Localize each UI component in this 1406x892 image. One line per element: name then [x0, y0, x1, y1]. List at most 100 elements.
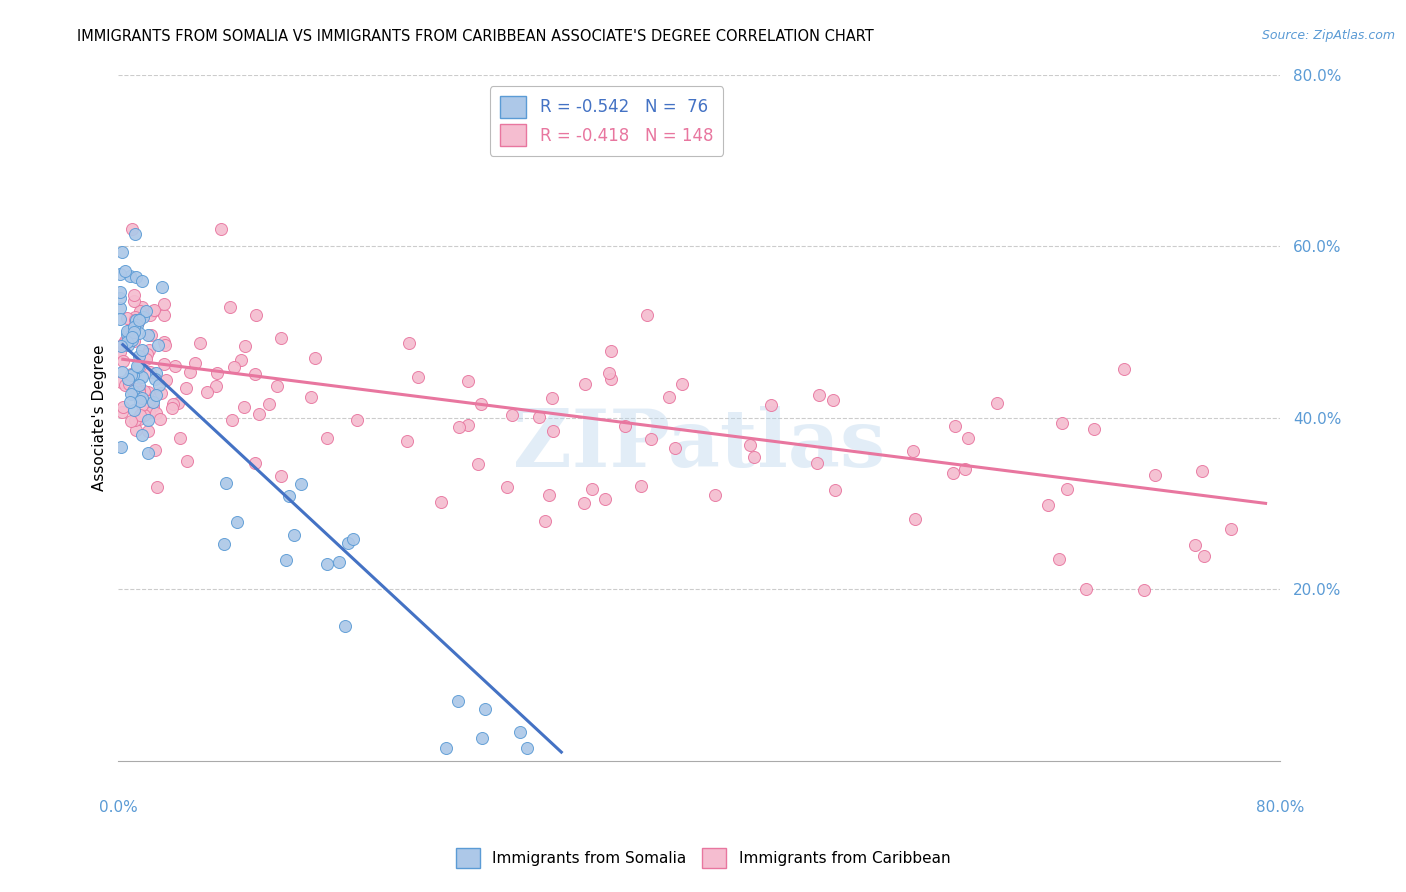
Point: [290, 477, 312, 491]
Point: [120, 368, 142, 382]
Point: [176, 453, 198, 467]
Point: [457, 418, 479, 433]
Point: [467, 457, 489, 471]
Y-axis label: Associate's Degree: Associate's Degree: [93, 344, 107, 491]
Point: [824, 483, 846, 498]
Point: [131, 370, 153, 384]
Point: [135, 303, 157, 318]
Point: [110, 339, 132, 353]
Point: [146, 480, 169, 494]
Point: [111, 337, 134, 351]
Point: [538, 488, 561, 502]
Point: [333, 619, 356, 633]
Point: [122, 403, 145, 417]
Point: [581, 482, 603, 496]
Text: Source: ZipAtlas.com: Source: ZipAtlas.com: [1261, 29, 1395, 42]
Point: [121, 222, 143, 236]
Point: [124, 334, 146, 348]
Point: [215, 475, 238, 490]
Point: [901, 444, 924, 458]
Point: [1184, 538, 1206, 552]
Point: [270, 331, 292, 345]
Point: [534, 514, 557, 528]
Point: [128, 349, 150, 363]
Point: [131, 398, 153, 412]
Point: [1076, 582, 1098, 596]
Point: [806, 456, 828, 470]
Point: [205, 366, 228, 380]
Point: [956, 431, 979, 445]
Point: [129, 409, 152, 423]
Point: [122, 368, 145, 382]
Point: [108, 267, 131, 281]
Point: [127, 315, 149, 329]
Point: [1192, 549, 1215, 563]
Point: [1036, 498, 1059, 512]
Point: [121, 384, 143, 398]
Text: ZIPatlas: ZIPatlas: [513, 406, 886, 484]
Point: [328, 555, 350, 569]
Point: [149, 386, 172, 401]
Point: [152, 308, 174, 322]
Point: [136, 328, 159, 343]
Point: [115, 326, 138, 341]
Point: [162, 401, 184, 416]
Point: [124, 312, 146, 326]
Legend: R = -0.542   N =  76, R = -0.418   N = 148: R = -0.542 N = 76, R = -0.418 N = 148: [489, 87, 723, 156]
Point: [903, 511, 925, 525]
Point: [598, 366, 620, 380]
Point: [337, 536, 360, 550]
Point: [149, 412, 172, 426]
Point: [636, 309, 658, 323]
Point: [132, 310, 155, 325]
Point: [145, 388, 167, 402]
Point: [142, 303, 165, 318]
Point: [209, 222, 232, 236]
Point: [122, 320, 145, 334]
Point: [138, 343, 160, 358]
Point: [121, 330, 143, 344]
Point: [221, 413, 243, 427]
Point: [135, 351, 157, 366]
Text: IMMIGRANTS FROM SOMALIA VS IMMIGRANTS FROM CARIBBEAN ASSOCIATE'S DEGREE CORRELAT: IMMIGRANTS FROM SOMALIA VS IMMIGRANTS FR…: [77, 29, 875, 44]
Point: [259, 397, 281, 411]
Point: [143, 442, 166, 457]
Point: [249, 407, 271, 421]
Point: [471, 731, 494, 745]
Point: [457, 374, 479, 388]
Point: [139, 328, 162, 343]
Point: [1133, 582, 1156, 597]
Point: [131, 300, 153, 314]
Point: [1219, 522, 1241, 536]
Point: [128, 384, 150, 398]
Point: [124, 227, 146, 242]
Point: [136, 413, 159, 427]
Point: [447, 420, 470, 434]
Point: [283, 528, 305, 542]
Point: [222, 359, 245, 374]
Point: [740, 438, 762, 452]
Point: [138, 394, 160, 409]
Point: [114, 334, 136, 348]
Point: [135, 392, 157, 407]
Point: [744, 450, 766, 464]
Point: [943, 418, 966, 433]
Point: [115, 335, 138, 350]
Point: [145, 366, 167, 380]
Point: [125, 359, 148, 373]
Point: [108, 291, 131, 305]
Point: [139, 308, 162, 322]
Point: [342, 532, 364, 546]
Point: [128, 378, 150, 392]
Point: [146, 338, 169, 352]
Point: [108, 285, 131, 300]
Point: [195, 384, 218, 399]
Point: [142, 399, 165, 413]
Point: [148, 378, 170, 392]
Point: [759, 398, 782, 412]
Point: [122, 288, 145, 302]
Point: [115, 324, 138, 338]
Point: [315, 431, 337, 445]
Point: [118, 377, 141, 392]
Point: [128, 326, 150, 340]
